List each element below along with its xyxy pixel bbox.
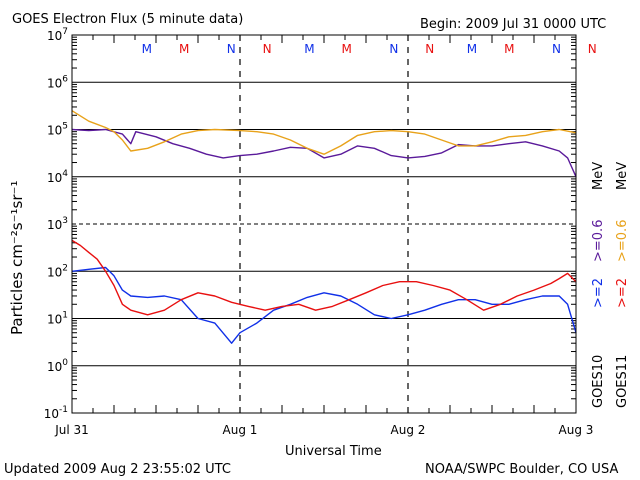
legend-goes11-low: >=2 [615, 278, 630, 308]
gridlines [72, 35, 576, 413]
legend-goes10-high: >=0.6 [591, 220, 606, 262]
x-tick-label: Aug 3 [559, 423, 594, 437]
mn-marker: N [588, 42, 597, 56]
y-tick-label: 100 [47, 358, 68, 374]
series-line [71, 110, 577, 155]
credit-label: NOAA/SWPC Boulder, CO USA [425, 462, 618, 477]
mn-marker: N [263, 42, 272, 56]
begin-label: Begin: 2009 Jul 31 0000 UTC [420, 17, 606, 32]
mn-marker: N [389, 42, 398, 56]
series-line [71, 128, 577, 178]
y-tick-label: 104 [47, 169, 68, 185]
y-tick-label: 102 [47, 263, 68, 279]
chart-title: GOES Electron Flux (5 minute data) [12, 12, 243, 27]
y-tick-labels: 10-1 100 101 102 103 104 105 106 107 [44, 27, 69, 421]
y-tick-label: 10-1 [44, 405, 68, 421]
x-axis-label: Universal Time [285, 444, 382, 459]
mn-marker: M [304, 42, 314, 56]
mn-marker: M [467, 42, 477, 56]
legend-goes11-label: GOES11 [615, 355, 630, 408]
series-group [71, 110, 577, 344]
legend-goes10-unit: MeV [591, 162, 606, 190]
mn-marker: N [552, 42, 561, 56]
legend-goes11-high: >=0.6 [615, 220, 630, 262]
x-tick-label: Jul 31 [54, 423, 89, 437]
x-tick-label: Aug 2 [391, 423, 426, 437]
mn-marker: N [425, 42, 434, 56]
y-tick-label: 101 [47, 311, 68, 327]
mn-marker: N [227, 42, 236, 56]
legend-goes10-label: GOES10 [591, 355, 606, 408]
updated-label: Updated 2009 Aug 2 23:55:02 UTC [4, 462, 231, 477]
y-tick-label: 106 [47, 74, 68, 90]
mn-marker: M [342, 42, 352, 56]
y-tick-label: 105 [47, 122, 68, 138]
y-tick-label: 103 [47, 216, 68, 232]
mn-marker: M [179, 42, 189, 56]
mn-marker: M [504, 42, 514, 56]
legend-goes10-low: >=2 [591, 278, 606, 308]
plot-frame [71, 34, 577, 414]
mn-marker: M [142, 42, 152, 56]
y-axis-label: Particles cm⁻²s⁻¹sr⁻¹ [8, 181, 26, 335]
x-tick-label: Aug 1 [223, 423, 258, 437]
series-line [71, 239, 577, 316]
x-tick-labels: Jul 31 Aug 1 Aug 2 Aug 3 [54, 423, 593, 437]
series-line [71, 266, 577, 344]
legend-goes11-unit: MeV [615, 162, 630, 190]
y-tick-label: 107 [47, 27, 68, 43]
legend: GOES10 >=2 >=0.6 MeV GOES11 >=2 >=0.6 Me… [591, 162, 630, 408]
